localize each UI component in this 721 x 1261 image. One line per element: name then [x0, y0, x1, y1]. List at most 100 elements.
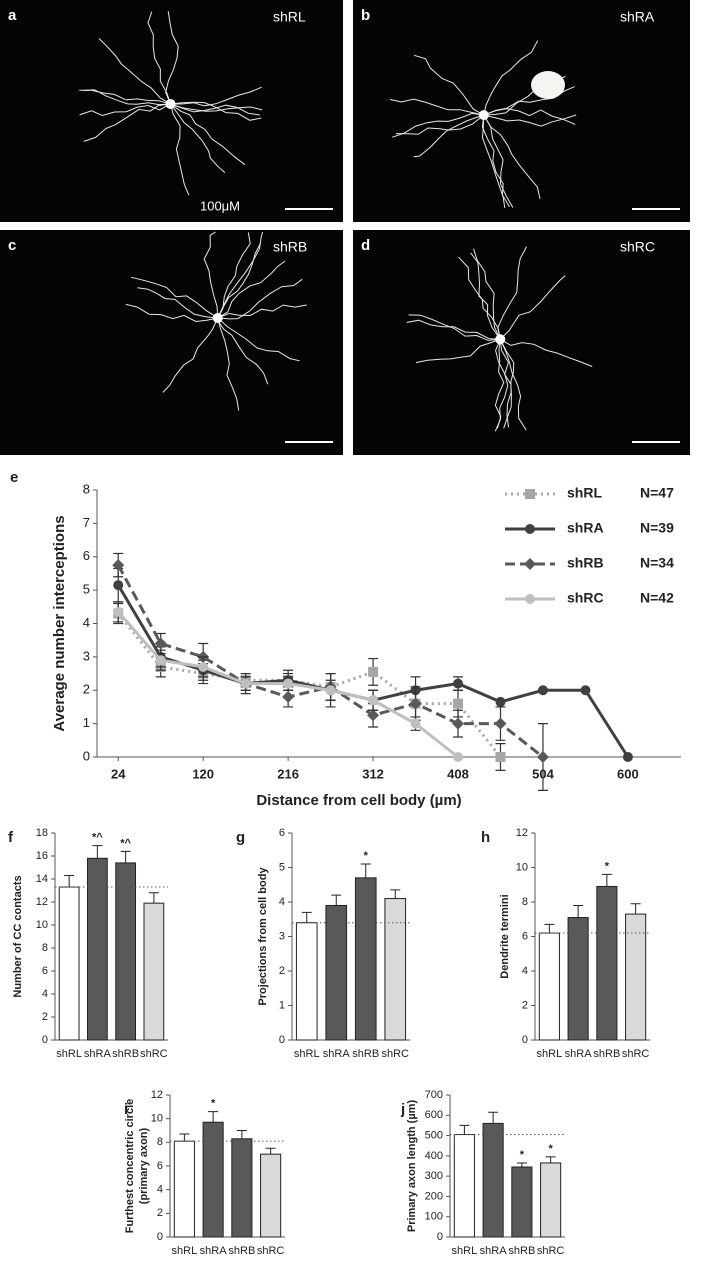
y-tick-label: 1: [279, 999, 285, 1011]
y-tick-label: 100: [425, 1211, 443, 1223]
bar: [482, 1122, 504, 1238]
significance: *: [605, 860, 610, 872]
y-tick-label: 2: [279, 965, 285, 977]
legend-label: shRC: [567, 590, 604, 606]
marker: [282, 690, 295, 703]
y-tick-label: 4: [42, 988, 48, 1000]
neurite: [203, 231, 219, 319]
neurite: [494, 339, 509, 432]
error-bar: [120, 850, 131, 863]
y-tick-label: 3: [83, 648, 90, 663]
bar: [86, 857, 108, 1041]
error-bar: [488, 1111, 499, 1124]
series-line: [116, 564, 544, 759]
marker: [240, 678, 251, 689]
y-tick-label: 5: [83, 582, 90, 597]
bar: [173, 1140, 195, 1238]
neurite: [389, 98, 484, 116]
y-tick-label: 4: [522, 965, 528, 977]
neurite: [170, 103, 246, 166]
x-tick-label: 600: [617, 766, 639, 781]
neurite: [170, 103, 260, 116]
x-tick-label: shRC: [381, 1048, 409, 1060]
marker: [452, 717, 465, 730]
x-tick-label: 120: [192, 766, 214, 781]
x-tick-label: shRA: [323, 1048, 351, 1060]
neurite: [79, 89, 171, 105]
neurite: [395, 114, 485, 135]
neurite: [170, 103, 263, 112]
y-axis-label: (primary axon): [138, 1127, 150, 1204]
x-tick-label: shRL: [452, 1245, 478, 1257]
panel-label: shRL: [273, 9, 306, 25]
marker: [536, 751, 549, 763]
y-tick-label: 600: [425, 1109, 443, 1121]
y-axis-label: Average number interceptions: [51, 515, 68, 731]
neurite: [162, 317, 219, 393]
y-tick-label: 2: [42, 1011, 48, 1023]
error-bar: [265, 1147, 276, 1155]
marker: [198, 661, 209, 672]
error-bar: [331, 894, 342, 906]
significance: *: [364, 850, 369, 862]
neurite: [494, 339, 505, 429]
y-axis-label: Furthest concentric circle: [124, 1099, 136, 1234]
neurite: [98, 38, 171, 105]
bar: [538, 932, 560, 1041]
error-bar: [459, 1124, 470, 1135]
y-tick-label: 4: [157, 1184, 163, 1196]
neurite: [217, 260, 286, 319]
marker: [580, 685, 591, 696]
bar: [143, 902, 165, 1041]
legend-label: shRA: [567, 520, 604, 536]
y-tick-label: 0: [83, 748, 90, 763]
significance: *^: [92, 832, 103, 844]
marker: [453, 678, 464, 689]
y-tick-label: 4: [279, 896, 285, 908]
legend-note: N=39: [640, 520, 674, 536]
neurite: [217, 317, 269, 385]
bar: [384, 898, 407, 1041]
panel-letter: d: [361, 237, 370, 254]
error-bar: [92, 845, 103, 859]
neurite: [483, 114, 541, 199]
x-tick-label: shRC: [257, 1245, 285, 1257]
y-tick-label: 8: [42, 942, 48, 954]
y-axis-label: Primary axon length (µm): [406, 1100, 418, 1233]
neurite: [481, 115, 510, 208]
marker: [453, 698, 464, 709]
error-bar: [630, 903, 641, 915]
marker: [410, 718, 421, 729]
y-tick-label: 0: [157, 1231, 163, 1243]
panel-letter: f: [8, 829, 14, 846]
significance: *: [520, 1149, 525, 1161]
y-tick-label: 300: [425, 1170, 443, 1182]
marker: [622, 752, 633, 762]
legend-marker: [524, 558, 536, 570]
x-tick-label: 24: [111, 766, 126, 781]
neuron: [389, 40, 577, 209]
neuron: [79, 11, 263, 196]
neurite: [413, 54, 485, 116]
y-tick-label: 2: [157, 1207, 163, 1219]
x-tick-label: shRB: [228, 1245, 255, 1257]
x-tick-label: shRC: [622, 1048, 650, 1060]
legend-marker: [525, 594, 535, 604]
y-tick-label: 10: [151, 1113, 163, 1125]
marker: [409, 697, 422, 710]
y-axis-label: Number of CC contacts: [12, 875, 24, 997]
x-tick-label: shRB: [508, 1245, 535, 1257]
x-tick-label: shRB: [593, 1048, 620, 1060]
x-tick-label: shRC: [537, 1245, 565, 1257]
marker: [113, 580, 124, 591]
marker: [494, 717, 507, 730]
y-axis-label: Dendrite termini: [499, 894, 511, 978]
y-tick-label: 3: [279, 930, 285, 942]
neurite: [392, 112, 484, 138]
panel-letter: e: [10, 469, 18, 486]
micrograph: [0, 230, 343, 455]
neurite: [217, 317, 300, 362]
bar: [115, 862, 137, 1041]
y-tick-label: 6: [279, 827, 285, 839]
